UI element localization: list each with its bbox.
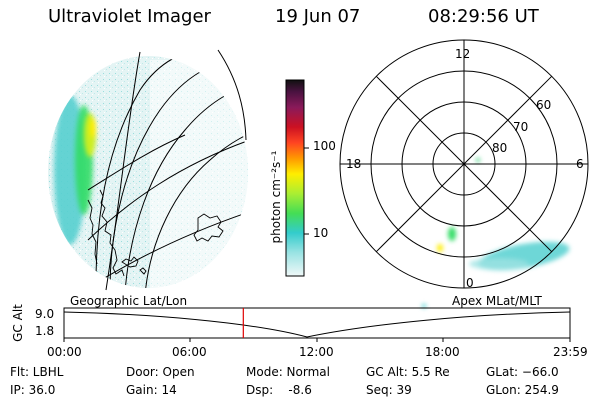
glat-info: GLat: −66.0 [486, 365, 559, 379]
polar-plot [339, 39, 589, 308]
altitude-timeline [63, 307, 571, 342]
colorbar-tick-10: 10 [313, 226, 329, 240]
date-label: 19 Jun 07 [275, 6, 361, 27]
right-panel-caption: Apex MLat/MLT [452, 294, 542, 308]
gain-info: Gain: 14 [126, 383, 177, 397]
time-label: 08:29:56 UT [428, 6, 539, 27]
mlt-label-18: 18 [346, 157, 362, 171]
mlt-label-0: 0 [466, 276, 474, 290]
mode-info: Mode: Normal [246, 365, 330, 379]
seq-info: Seq: 39 [366, 383, 412, 397]
mlat-label-70: 70 [513, 120, 529, 134]
mlt-label-12: 12 [455, 47, 471, 61]
time-tick-0600: 06:00 [172, 345, 207, 359]
glon-info: GLon: 254.9 [486, 383, 559, 397]
gc-alt-info: GC Alt: 5.5 Re [366, 365, 450, 379]
colorbar-unit-label: photon cm⁻²s⁻¹ [269, 150, 283, 244]
mlat-label-60: 60 [536, 98, 552, 112]
colorbar-tick-100: 100 [313, 139, 336, 153]
door-info: Door: Open [126, 365, 195, 379]
dsp-info: Dsp: -8.6 [246, 383, 312, 397]
colorbar [285, 79, 309, 277]
altitude-tick-high: 9.0 [35, 307, 55, 321]
time-tick-2359: 23:59 [553, 345, 588, 359]
time-tick-1800: 18:00 [425, 345, 460, 359]
mlat-label-80: 80 [492, 141, 508, 155]
left-panel-caption: Geographic Lat/Lon [70, 294, 188, 308]
mlt-label-6: 6 [576, 157, 584, 171]
altitude-tick-low: 1.8 [35, 324, 55, 338]
ip-info: IP: 36.0 [10, 383, 56, 397]
instrument-title: Ultraviolet Imager [48, 6, 211, 27]
coastline [87, 189, 224, 277]
time-tick-1200: 12:00 [299, 345, 334, 359]
time-tick-0000: 00:00 [47, 345, 82, 359]
auroral-emission [54, 95, 96, 245]
polar-emission [422, 158, 570, 308]
filter-info: Flt: LBHL [10, 365, 64, 379]
